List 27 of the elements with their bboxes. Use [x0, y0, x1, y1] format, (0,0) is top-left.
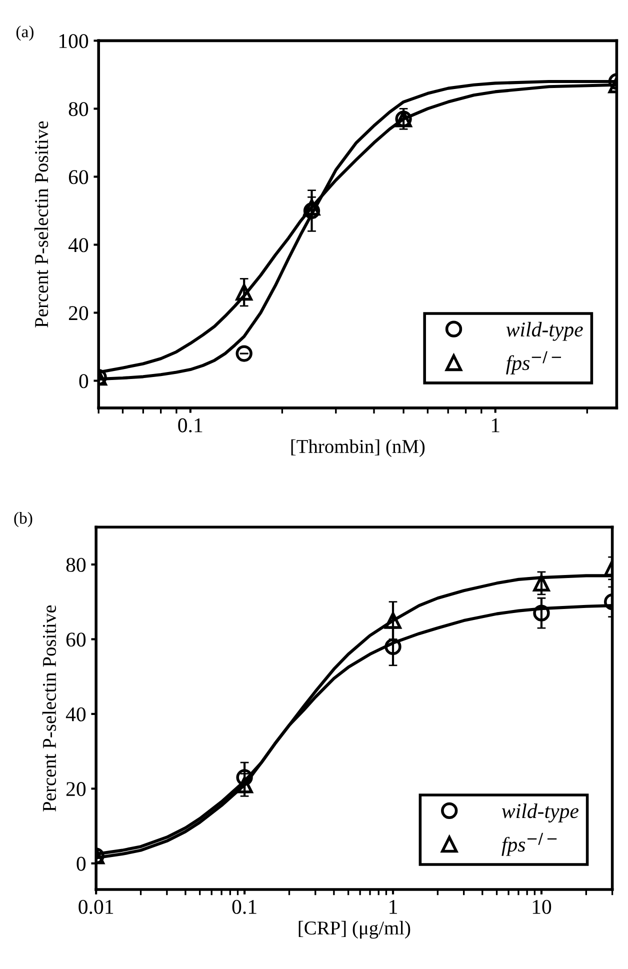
x-tick-label: 0.1: [232, 900, 256, 914]
y-tick-label: 40: [66, 707, 86, 722]
y-tick-label: 0: [76, 856, 86, 871]
x-axis-title: [CRP] (μg/ml): [298, 920, 410, 939]
x-tick-label: 10: [532, 900, 552, 914]
y-tick-label: 0: [79, 374, 88, 388]
y-tick-label: 80: [66, 558, 86, 572]
x-tick-label: 1: [390, 900, 397, 914]
y-tick-label: 20: [66, 782, 86, 796]
legend-label: fps$^{−/−}$: [502, 832, 557, 856]
x-axis-title: [Thrombin] (nM): [291, 439, 425, 457]
y-tick-label: 60: [68, 170, 88, 184]
y-tick-label: 60: [66, 632, 86, 647]
y-axis-title: Percent P-selectin Positive: [34, 121, 48, 328]
text: (a): [16, 26, 34, 41]
x-tick-label: 1: [492, 418, 500, 432]
legend-label: fps$^{−/−}$: [506, 351, 561, 374]
y-tick-label: 40: [68, 238, 88, 252]
y-tick-label: 20: [68, 306, 88, 320]
text: (b): [14, 512, 32, 528]
x-tick-label: 0.01: [78, 900, 114, 914]
y-axis-title: Percent P-selectin Positive: [42, 605, 56, 812]
x-tick-label: 0.1: [178, 418, 202, 432]
y-tick-label: 80: [68, 102, 88, 116]
legend-label: wild-type: [506, 322, 583, 341]
legend-label: wild-type: [502, 804, 578, 822]
y-tick-label: 100: [59, 34, 88, 48]
